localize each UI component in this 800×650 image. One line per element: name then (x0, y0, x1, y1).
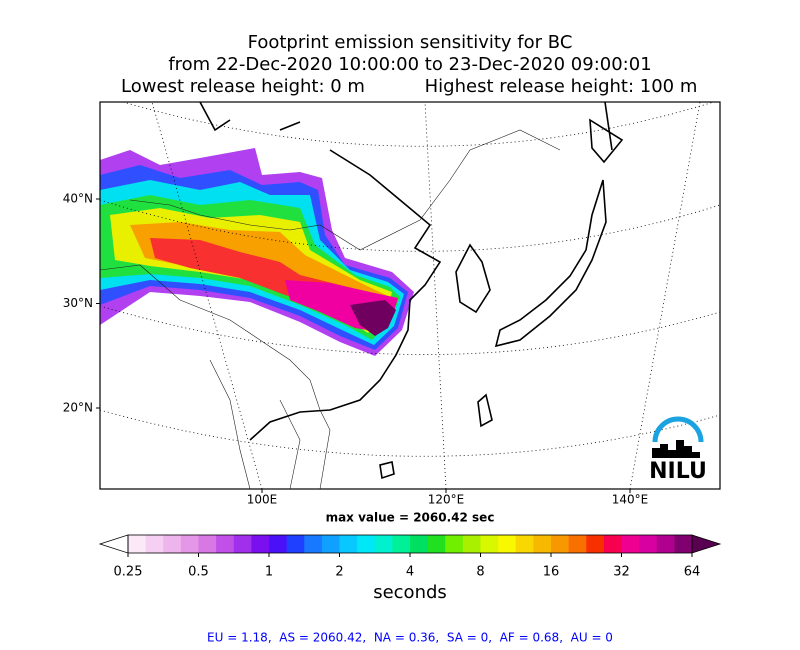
lon-label: 140°E (612, 493, 649, 507)
colorbar-segment (568, 535, 587, 553)
lon-label: 120°E (428, 493, 465, 507)
colorbar-tick-label: 2 (335, 565, 343, 580)
lat-label: 30°N (63, 296, 93, 310)
colorbar-tick-label: 32 (613, 565, 630, 580)
colorbar-segment (128, 535, 147, 553)
colorbar-tick-label: 16 (543, 565, 560, 580)
colorbar-segment (145, 535, 164, 553)
colorbar-under (98, 534, 129, 554)
colorbar-segment (498, 535, 517, 553)
colorbar-segment (551, 535, 570, 553)
colorbar-tick-label: 0.5 (188, 565, 209, 580)
title: Lowest release height: 0 m (121, 76, 365, 97)
colorbar-segment (462, 535, 481, 553)
title: from 22-Dec-2020 10:00:00 to 23-Dec-2020… (168, 54, 651, 75)
colorbar-segment (357, 535, 376, 553)
colorbar-segment (656, 535, 675, 553)
colorbar-segment (339, 535, 358, 553)
colorbar-segment (198, 535, 217, 553)
colorbar-segment (392, 535, 411, 553)
colorbar-segment (639, 535, 658, 553)
colorbar-segment (374, 535, 393, 553)
nilu-logo: NILU (649, 416, 707, 484)
colorbar-segment (480, 535, 499, 553)
colorbar-segment (674, 535, 693, 553)
colorbar-segment (216, 535, 235, 553)
max-value: max value = 2060.42 sec (326, 511, 495, 525)
colorbar-tick-label: 0.25 (114, 565, 143, 580)
colorbar-segment (410, 535, 429, 553)
footer: EU = 1.18, AS = 2060.42, NA = 0.36, SA =… (207, 631, 613, 645)
colorbar-segment (251, 535, 270, 553)
colorbar-segment (445, 535, 464, 553)
colorbar-segment (163, 535, 182, 553)
colorbar-segment (269, 535, 288, 553)
logo-text: NILU (649, 459, 707, 484)
plume (100, 148, 414, 356)
colorbar-segment (427, 535, 446, 553)
lon-label: 100E (247, 493, 278, 507)
colorbar-segment (180, 535, 199, 553)
coastlines (199, 102, 624, 480)
title: Highest release height: 100 m (425, 76, 698, 97)
colorbar-over (691, 534, 722, 554)
colorbar-segment (603, 535, 622, 553)
colorbar-tick-label: 4 (406, 565, 414, 580)
colorbar-segment (621, 535, 640, 553)
colorbar-segment (586, 535, 605, 553)
graticule (100, 102, 720, 489)
colorbar-segment (286, 535, 305, 553)
colorbar-tick-label: 1 (265, 565, 273, 580)
title: Footprint emission sensitivity for BC (248, 32, 573, 53)
map (100, 102, 720, 489)
colorbar-segment (304, 535, 323, 553)
colorbar-segment (233, 535, 252, 553)
borders (100, 129, 561, 489)
lat-label: 40°N (63, 192, 93, 206)
colorbar-label: seconds (373, 582, 447, 603)
colorbar-tick-label: 8 (476, 565, 484, 580)
colorbar-tick-label: 64 (684, 565, 701, 580)
colorbar-segment (515, 535, 534, 553)
lat-label: 20°N (63, 401, 93, 415)
colorbar-segment (533, 535, 552, 553)
colorbar-segment (321, 535, 340, 553)
map-frame (99, 101, 721, 490)
